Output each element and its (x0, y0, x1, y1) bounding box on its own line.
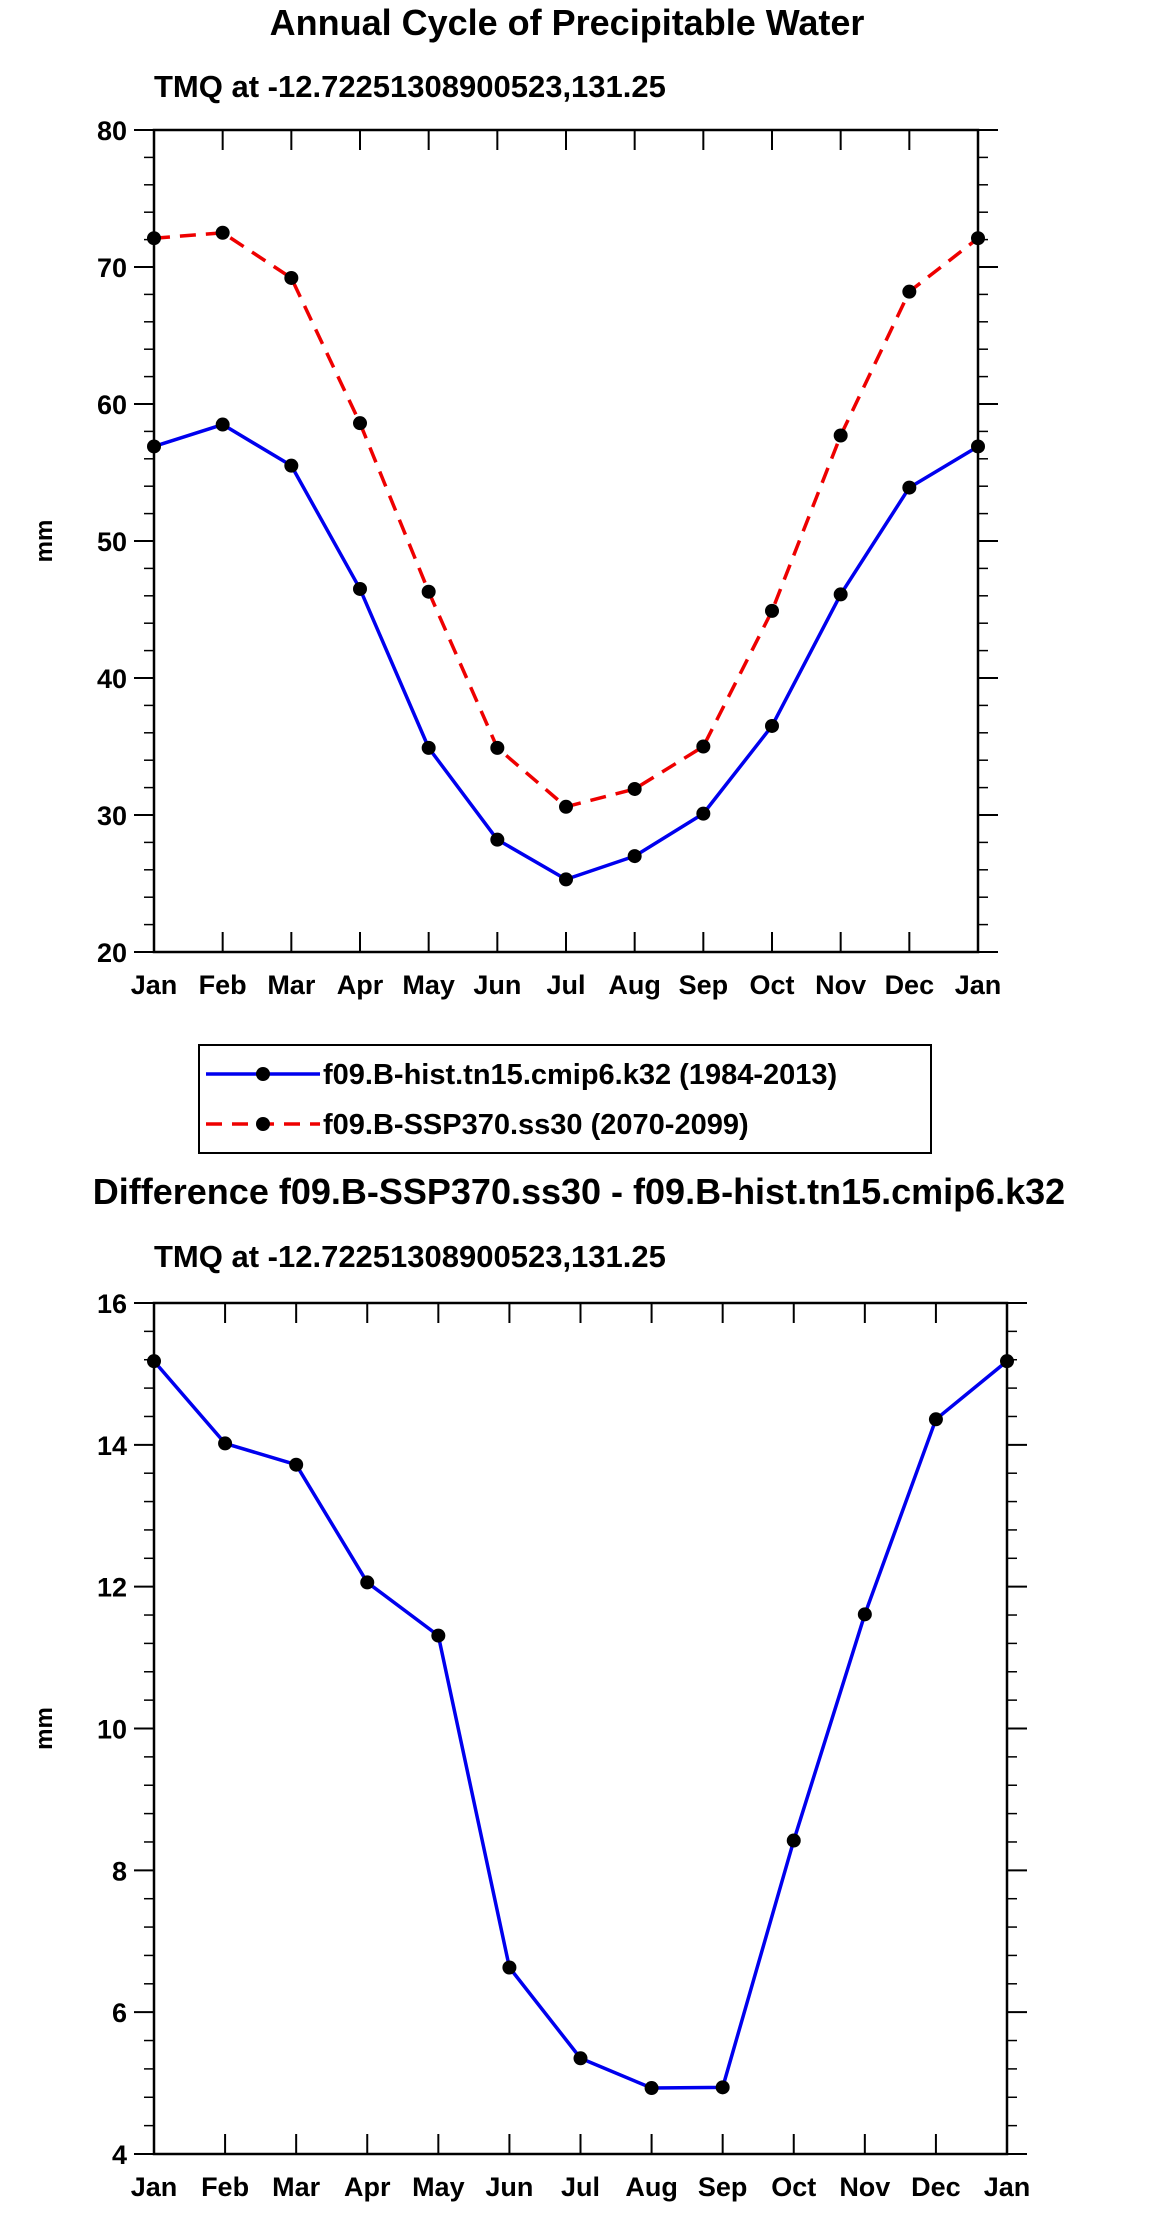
chart1-xtick-label: Apr (337, 970, 384, 1000)
chart2-series-0-point (218, 1436, 233, 1451)
chart1-xtick-label: Aug (608, 970, 660, 1000)
chart2-ytick-label: 14 (97, 1431, 127, 1461)
chart2-series-0-point (786, 1833, 801, 1848)
chart2-xtick-label: Apr (344, 2172, 391, 2202)
chart1-ytick-label: 80 (97, 116, 127, 146)
chart2-series-0-point (928, 1412, 943, 1427)
chart2-plot: Jan Feb Mar Apr May Jun Jul Aug Sep Oct Nov Dec Jan4… (31, 1289, 1030, 2202)
chart2-ytick-label: 16 (97, 1289, 127, 1319)
chart1-xtick-label: Jul (546, 970, 585, 1000)
chart2-xtick-label: Mar (272, 2172, 321, 2202)
chart1-series-0-point (215, 417, 230, 432)
chart1-series-1-point (627, 781, 642, 796)
chart1-ytick-label: 40 (97, 664, 127, 694)
chart2-xtick-label: Jan (131, 2172, 178, 2202)
chart2-xtick-label: Jan (984, 2172, 1031, 2202)
chart1-xtick-label: May (402, 970, 455, 1000)
chart2-series-0-point (289, 1457, 304, 1472)
chart1-series-1-point (559, 799, 573, 814)
chart2-xtick-label: May (412, 2172, 465, 2202)
chart2-series-0-point (644, 2081, 659, 2096)
chart1-series-0-point (559, 872, 573, 887)
chart1-plot: Jan Feb Mar Apr May Jun Jul Aug Sep Oct Nov Dec Jan2… (31, 116, 1001, 1000)
chart1-series-1-point (971, 231, 985, 246)
chart1-series-0-point (421, 740, 436, 755)
chart1-ytick-label: 30 (97, 801, 127, 831)
chart1-frame (152, 128, 980, 954)
chart2-xtick-label: Sep (698, 2172, 748, 2202)
chart2-ytick-label: 8 (112, 1856, 127, 1886)
chart1-xtick-label: Jun (473, 970, 521, 1000)
legend-marker-ssp (256, 1117, 270, 1131)
chart1-ytick-label: 70 (97, 253, 127, 283)
chart1-series-0-point (696, 806, 711, 821)
chart2-ytick-label: 4 (112, 2140, 127, 2170)
legend-label-hist: f09.B-hist.tn15.cmip6.k32 (1984-2013) (323, 1059, 837, 1091)
chart2-xtick-label: Jul (561, 2172, 600, 2202)
chart2-series-0-point (147, 1354, 161, 1369)
chart1-series-0-point (147, 439, 161, 454)
chart2-series-0-point (502, 1960, 517, 1975)
chart2-xtick-label: Jun (485, 2172, 533, 2202)
chart1-series-0-point (971, 439, 985, 454)
legend-label-ssp: f09.B-SSP370.ss30 (2070-2099) (323, 1109, 749, 1141)
chart1-xtick-label: Nov (815, 970, 866, 1000)
chart2-series-0-point (857, 1607, 872, 1622)
chart1-series-0-point (902, 480, 917, 495)
chart1-series-1-point (490, 740, 505, 755)
chart2-title: Difference f09.B-SSP370.ss30 - f09.B-his… (93, 1171, 1065, 1212)
chart1-series-1-point (147, 231, 161, 246)
chart2-xtick-label: Nov (839, 2172, 890, 2202)
chart2-ytick-label: 6 (112, 1998, 127, 2028)
chart1-series-1-point (765, 603, 779, 618)
chart2-series-0-point (360, 1575, 375, 1590)
chart1-ytick-label: 20 (97, 938, 127, 968)
chart2-xtick-label: Oct (771, 2172, 816, 2202)
chart1-series-0-point (490, 832, 505, 847)
chart2-frame (152, 1301, 1009, 2156)
chart1-legend: f09.B-hist.tn15.cmip6.k32 (1984-2013) f0… (198, 1044, 932, 1154)
chart1-subtitle: TMQ at -12.72251308900523,131.25 (154, 69, 666, 104)
chart1-xtick-label: Dec (885, 970, 935, 1000)
chart2-ylabel: mm (31, 1707, 58, 1750)
chart1-xtick-label: Feb (199, 970, 247, 1000)
chart2-series-0-point (573, 2051, 588, 2066)
chart2-series-0-point (431, 1628, 446, 1643)
chart1-series-0-point (833, 587, 848, 602)
chart2-series-0-point (1000, 1354, 1014, 1369)
chart1-series-1-point (696, 739, 711, 754)
legend-marker-hist (256, 1067, 270, 1081)
chart1-series-1-point (215, 225, 230, 240)
chart1-xtick-label: Sep (679, 970, 729, 1000)
chart1-series-0-point (284, 458, 299, 473)
chart1-series-1-point (353, 416, 367, 431)
chart1-xtick-label: Jan (131, 970, 178, 1000)
chart1-series-1-point (421, 584, 436, 599)
chart1-series-1-point (902, 284, 917, 299)
chart2-series-0-point (715, 2080, 730, 2095)
chart2-ytick-label: 10 (97, 1715, 127, 1745)
chart1-series-0-point (627, 849, 642, 864)
chart1-series-1-point (833, 428, 848, 443)
chart1-xtick-label: Mar (267, 970, 316, 1000)
chart2-xtick-label: Aug (625, 2172, 677, 2202)
chart1-series-1-point (284, 270, 299, 285)
chart1-ylabel: mm (31, 520, 58, 563)
chart1-xtick-label: Oct (749, 970, 794, 1000)
chart1-series-0-point (765, 718, 779, 733)
chart2-subtitle: TMQ at -12.72251308900523,131.25 (154, 1239, 666, 1274)
chart2-xtick-label: Feb (201, 2172, 249, 2202)
chart2-series-line-0 (152, 1359, 1009, 2090)
chart2-xtick-label: Dec (911, 2172, 961, 2202)
chart1-ytick-label: 50 (97, 527, 127, 557)
legend-frame (198, 1044, 932, 1154)
chart2-ytick-label: 12 (97, 1573, 127, 1603)
chart1-series-0-point (353, 581, 367, 596)
chart1-xtick-label: Jan (955, 970, 1002, 1000)
chart1-title: Annual Cycle of Precipitable Water (270, 2, 865, 43)
chart1-ytick-label: 60 (97, 390, 127, 420)
chart1-series-line-1 (153, 231, 980, 809)
